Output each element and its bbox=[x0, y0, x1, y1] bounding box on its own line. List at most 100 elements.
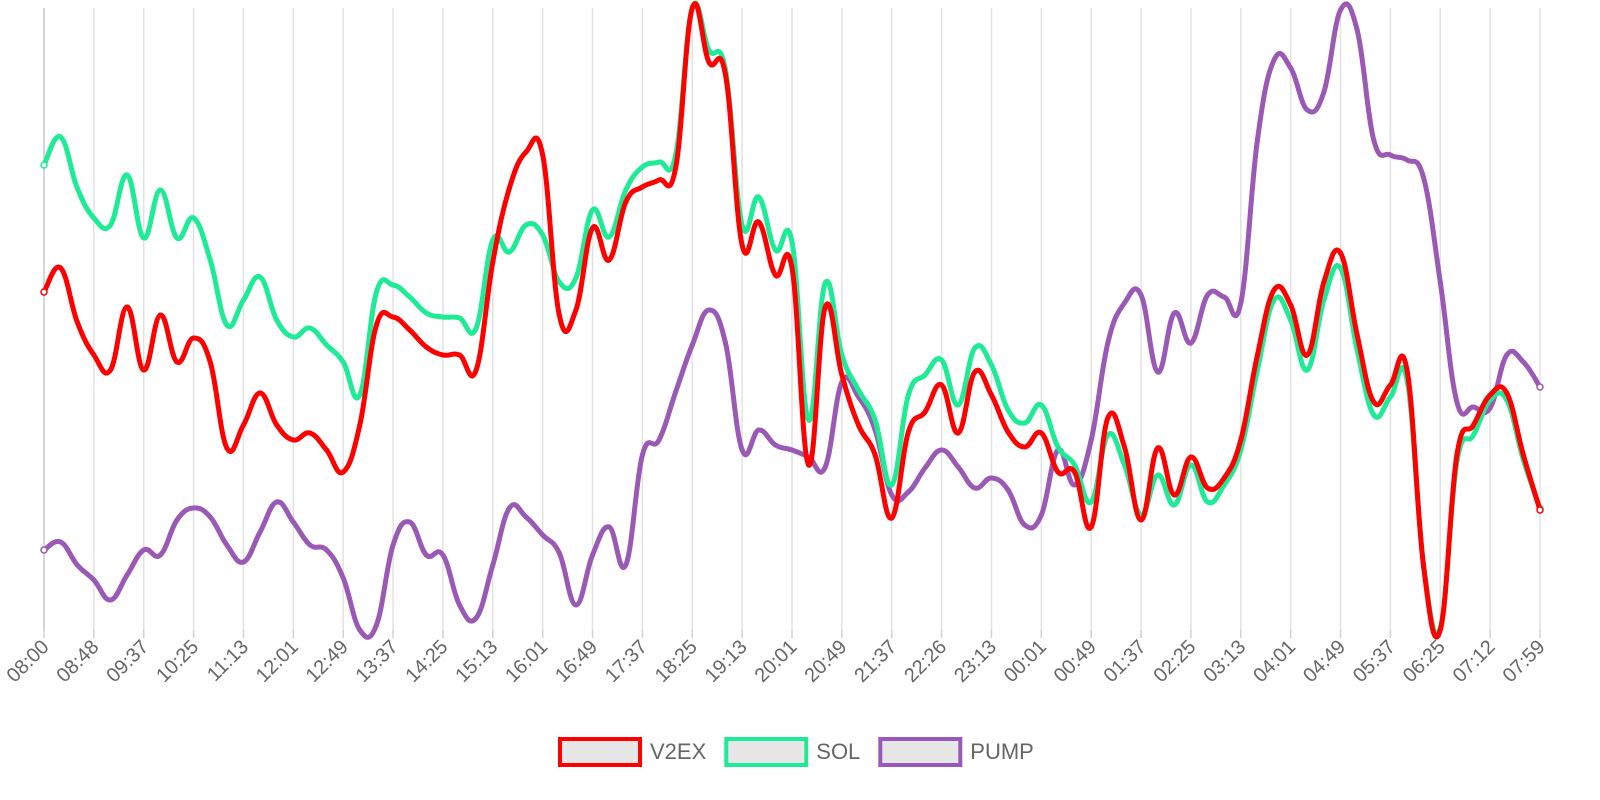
data-point bbox=[240, 297, 246, 303]
data-point bbox=[573, 307, 579, 313]
data-point bbox=[423, 310, 429, 316]
data-point bbox=[739, 242, 745, 248]
data-point bbox=[473, 615, 479, 621]
x-tick-label: 10:25 bbox=[152, 636, 203, 687]
data-point bbox=[1387, 394, 1393, 400]
data-point bbox=[1471, 422, 1477, 428]
data-point bbox=[988, 392, 994, 398]
data-point bbox=[1138, 292, 1144, 298]
data-point bbox=[124, 304, 130, 310]
data-point bbox=[1155, 445, 1161, 451]
data-point bbox=[556, 550, 562, 556]
data-point bbox=[91, 215, 97, 221]
data-point bbox=[490, 259, 496, 265]
data-point bbox=[1338, 250, 1344, 256]
data-point bbox=[573, 602, 579, 608]
data-point bbox=[1005, 429, 1011, 435]
data-point bbox=[955, 402, 961, 408]
data-point bbox=[656, 159, 662, 165]
data-point bbox=[889, 482, 895, 488]
data-point bbox=[390, 314, 396, 320]
data-point bbox=[1121, 444, 1127, 450]
data-point bbox=[191, 215, 197, 221]
x-tick-label: 12:01 bbox=[252, 636, 303, 687]
data-point bbox=[1304, 352, 1310, 358]
data-point bbox=[224, 322, 230, 328]
data-point bbox=[257, 529, 263, 535]
data-point bbox=[1387, 152, 1393, 158]
data-point bbox=[1271, 287, 1277, 293]
data-point bbox=[939, 447, 945, 453]
x-tick-label: 22:26 bbox=[900, 636, 951, 687]
data-point bbox=[407, 519, 413, 525]
x-tick-label: 11:13 bbox=[203, 636, 253, 686]
data-point bbox=[157, 312, 163, 318]
data-point bbox=[1536, 506, 1544, 514]
data-point bbox=[872, 452, 878, 458]
data-point bbox=[905, 489, 911, 495]
x-tick-label: 04:01 bbox=[1249, 636, 1300, 687]
data-point bbox=[74, 185, 80, 191]
data-point bbox=[1171, 492, 1177, 498]
data-point bbox=[1321, 279, 1327, 285]
data-point bbox=[357, 392, 363, 398]
data-point bbox=[772, 272, 778, 278]
data-point bbox=[839, 372, 845, 378]
data-point bbox=[1188, 340, 1194, 346]
x-tick-label: 18:25 bbox=[651, 636, 702, 687]
data-point bbox=[1437, 627, 1443, 633]
data-point bbox=[157, 552, 163, 558]
data-point bbox=[756, 194, 762, 200]
data-point bbox=[40, 161, 48, 169]
data-point bbox=[191, 335, 197, 341]
data-point bbox=[1487, 392, 1493, 398]
x-tick-label: 00:01 bbox=[1000, 636, 1051, 687]
data-point bbox=[290, 519, 296, 525]
data-point bbox=[107, 367, 113, 373]
data-point bbox=[1205, 292, 1211, 298]
data-point bbox=[1105, 415, 1111, 421]
legend-swatch bbox=[878, 737, 963, 767]
data-point bbox=[1504, 352, 1510, 358]
data-point bbox=[573, 275, 579, 281]
x-tick-label: 07:59 bbox=[1499, 636, 1550, 687]
data-point bbox=[423, 344, 429, 350]
data-point bbox=[457, 602, 463, 608]
data-point bbox=[124, 572, 130, 578]
data-point bbox=[1238, 300, 1244, 306]
data-point bbox=[1471, 404, 1477, 410]
data-point bbox=[274, 317, 280, 323]
data-point bbox=[324, 342, 330, 348]
data-point bbox=[1404, 367, 1410, 373]
data-point bbox=[407, 294, 413, 300]
x-tick-label: 17:37 bbox=[601, 636, 652, 687]
data-point bbox=[207, 257, 213, 263]
x-tick-label: 05:37 bbox=[1349, 636, 1400, 687]
data-point bbox=[1371, 137, 1377, 143]
data-point bbox=[922, 372, 928, 378]
data-point bbox=[1454, 399, 1460, 405]
data-point bbox=[939, 382, 945, 388]
x-tick-label: 06:25 bbox=[1399, 636, 1450, 687]
data-point bbox=[457, 315, 463, 321]
x-tick-label: 21:37 bbox=[850, 636, 901, 687]
data-point bbox=[1105, 340, 1111, 346]
data-point bbox=[822, 464, 828, 470]
data-point bbox=[1088, 524, 1094, 530]
data-point bbox=[1454, 452, 1460, 458]
data-point bbox=[756, 219, 762, 225]
data-point bbox=[590, 225, 596, 231]
data-point bbox=[1304, 367, 1310, 373]
data-point bbox=[74, 319, 80, 325]
data-point bbox=[889, 515, 895, 521]
data-point bbox=[822, 280, 828, 286]
data-point bbox=[1421, 175, 1427, 181]
data-point bbox=[806, 417, 812, 423]
data-point bbox=[1005, 407, 1011, 413]
data-point bbox=[40, 288, 48, 296]
data-point bbox=[1504, 390, 1510, 396]
plot-area bbox=[40, 0, 1544, 640]
data-point bbox=[58, 265, 64, 271]
